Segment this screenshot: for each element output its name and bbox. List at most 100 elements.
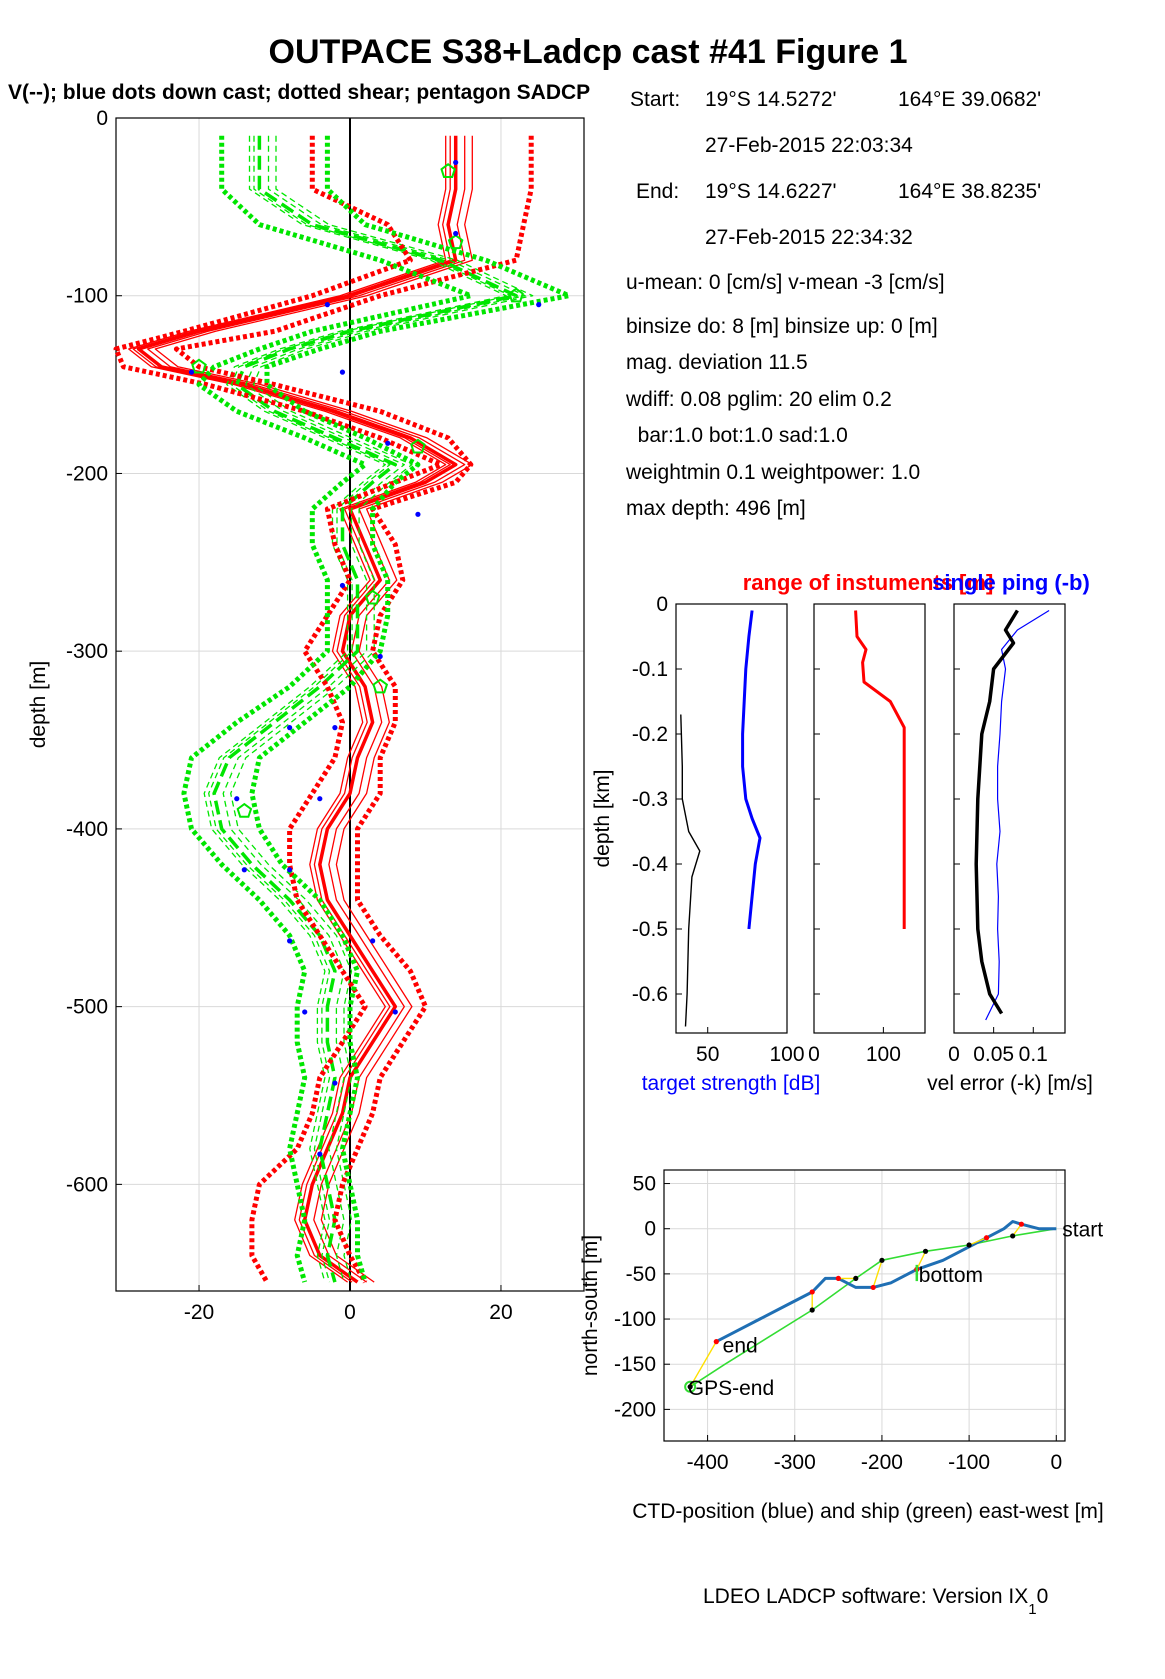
profile-red-1 bbox=[147, 135, 466, 1283]
time-link bbox=[916, 1250, 927, 1270]
x-tick-label: 0.1 bbox=[1019, 1043, 1048, 1066]
downcast-dot bbox=[536, 302, 542, 308]
shear-bound-green bbox=[181, 135, 474, 1283]
ts-line-black bbox=[680, 714, 701, 1027]
ctd-marker bbox=[870, 1284, 876, 1291]
profile-red-3 bbox=[154, 135, 473, 1283]
binsize: binsize do: 8 [m] binsize up: 0 [m] bbox=[626, 315, 938, 338]
y-tick-label: -50 bbox=[626, 1263, 656, 1286]
velocity-error-panel: 0 0.05 0.1 single ping (-b) vel error (-k) [… bbox=[927, 570, 1093, 1095]
ts-line-blue bbox=[741, 610, 762, 930]
downcast-dot bbox=[302, 1009, 308, 1015]
x-tick-label: 100 bbox=[866, 1043, 901, 1066]
software-version: LDEO LADCP software: Version IX10 bbox=[703, 1585, 1048, 1618]
ctd-marker bbox=[835, 1275, 841, 1281]
downcast-dot bbox=[453, 230, 459, 237]
label-start: start bbox=[1062, 1219, 1103, 1242]
x-tick-label: 0 bbox=[1050, 1451, 1062, 1474]
downcast-dot bbox=[241, 867, 247, 873]
track-x-axis-label: CTD-position (blue) and ship (green) eas… bbox=[632, 1500, 1104, 1523]
downcast-dot bbox=[317, 1151, 323, 1157]
ship-marker bbox=[879, 1257, 885, 1263]
downcast-dot bbox=[287, 725, 293, 731]
axes-box bbox=[663, 1169, 1066, 1442]
y-tick-label: -0.5 bbox=[632, 918, 668, 941]
y-tick-label: -100 bbox=[614, 1308, 656, 1331]
downcast-dot bbox=[332, 725, 338, 731]
downcast-dot bbox=[339, 369, 346, 375]
profile-red-4 bbox=[128, 135, 447, 1283]
downcast-dot bbox=[188, 369, 195, 375]
x-tick-label: 0 bbox=[344, 1301, 356, 1324]
downcast-dot bbox=[287, 938, 293, 944]
ctd-marker bbox=[809, 1289, 815, 1295]
ts-x-axis-label: target strength [dB] bbox=[642, 1072, 821, 1095]
mag-deviation: mag. deviation 11.5 bbox=[626, 351, 808, 374]
start-lat: 19°S 14.5272' bbox=[705, 88, 837, 111]
profile-green-2 bbox=[208, 135, 512, 1283]
y-axis-label: depth [m] bbox=[27, 661, 50, 749]
x-tick-label: 0.05 bbox=[973, 1043, 1014, 1066]
sadcp-pentagon bbox=[508, 287, 524, 303]
downcast-dot bbox=[385, 440, 391, 446]
x-tick-label: 0 bbox=[948, 1043, 960, 1066]
sadcp-pentagon bbox=[236, 802, 253, 818]
max-depth: max depth: 496 [m] bbox=[626, 497, 806, 520]
figure-title: OUTPACE S38+Ladcp cast #41 Figure 1 bbox=[269, 33, 908, 71]
gps-end-star bbox=[684, 1380, 697, 1393]
ctd-marker bbox=[713, 1339, 719, 1345]
downcast-dot bbox=[392, 1009, 398, 1015]
y-tick-label: 50 bbox=[633, 1173, 656, 1196]
x-tick-label: 100 bbox=[769, 1043, 804, 1066]
y-tick-label: -400 bbox=[66, 818, 108, 841]
ship-marker bbox=[687, 1384, 693, 1390]
ship-marker bbox=[809, 1307, 815, 1313]
y-tick-label: 0 bbox=[656, 593, 668, 616]
profile-green-1 bbox=[222, 135, 526, 1283]
downcast-dot bbox=[234, 796, 240, 802]
range-line bbox=[854, 610, 906, 929]
bar-weights: bar:1.0 bot:1.0 sad:1.0 bbox=[626, 424, 848, 447]
mean-velocity: u-mean: 0 [cm/s] v-mean -3 [cm/s] bbox=[626, 271, 945, 294]
y-tick-label: -500 bbox=[66, 996, 108, 1019]
start-lon: 164°E 39.0682' bbox=[898, 88, 1041, 111]
weight-params: weightmin 0.1 weightpower: 1.0 bbox=[625, 461, 920, 484]
y-tick-label: 0 bbox=[644, 1218, 656, 1241]
sadcp-pentagon bbox=[410, 438, 426, 454]
software-version-text: LDEO LADCP software: Version IX bbox=[703, 1585, 1028, 1608]
downcast-dot bbox=[317, 796, 323, 802]
y-tick-label: -0.2 bbox=[632, 723, 668, 746]
x-tick-label: -300 bbox=[774, 1451, 816, 1474]
downcast-dot bbox=[370, 938, 376, 944]
time-link bbox=[872, 1260, 883, 1288]
start-label: Start: bbox=[630, 88, 680, 111]
axes-box bbox=[675, 603, 788, 1034]
end-lat: 19°S 14.6227' bbox=[705, 180, 837, 203]
track-y-axis-label: north-south [m] bbox=[579, 1235, 602, 1376]
y-tick-label: -150 bbox=[614, 1353, 656, 1376]
start-time: 27-Feb-2015 22:03:34 bbox=[705, 134, 913, 157]
range-title: range of instuments [m] bbox=[743, 570, 994, 595]
software-version-tail: 0 bbox=[1037, 1585, 1049, 1608]
sadcp-pentagon bbox=[372, 678, 389, 694]
err-line-black bbox=[974, 609, 1019, 1015]
x-tick-label: 0 bbox=[808, 1043, 820, 1066]
x-tick-label: -20 bbox=[184, 1301, 214, 1324]
x-tick-label: -200 bbox=[861, 1451, 903, 1474]
ctd-marker bbox=[983, 1235, 990, 1241]
y-tick-label: -200 bbox=[66, 462, 108, 485]
shear-bound-red bbox=[113, 135, 444, 1284]
end-time: 27-Feb-2015 22:34:32 bbox=[705, 226, 913, 249]
downcast-dot bbox=[453, 159, 459, 166]
x-tick-label: -400 bbox=[687, 1451, 729, 1474]
track-panel: -400 -300 -200 -100 0 50 0 -50 -100 -150 -200 start… bbox=[579, 1169, 1104, 1523]
x-tick-label: 50 bbox=[696, 1043, 719, 1066]
y-tick-label: -0.1 bbox=[632, 658, 668, 681]
ctd-marker bbox=[1018, 1221, 1025, 1227]
label-bottom: bottom bbox=[919, 1264, 983, 1287]
profile-green-3 bbox=[230, 135, 534, 1283]
shear-bound-green bbox=[249, 135, 572, 1283]
y-tick-label: -0.4 bbox=[632, 853, 669, 876]
